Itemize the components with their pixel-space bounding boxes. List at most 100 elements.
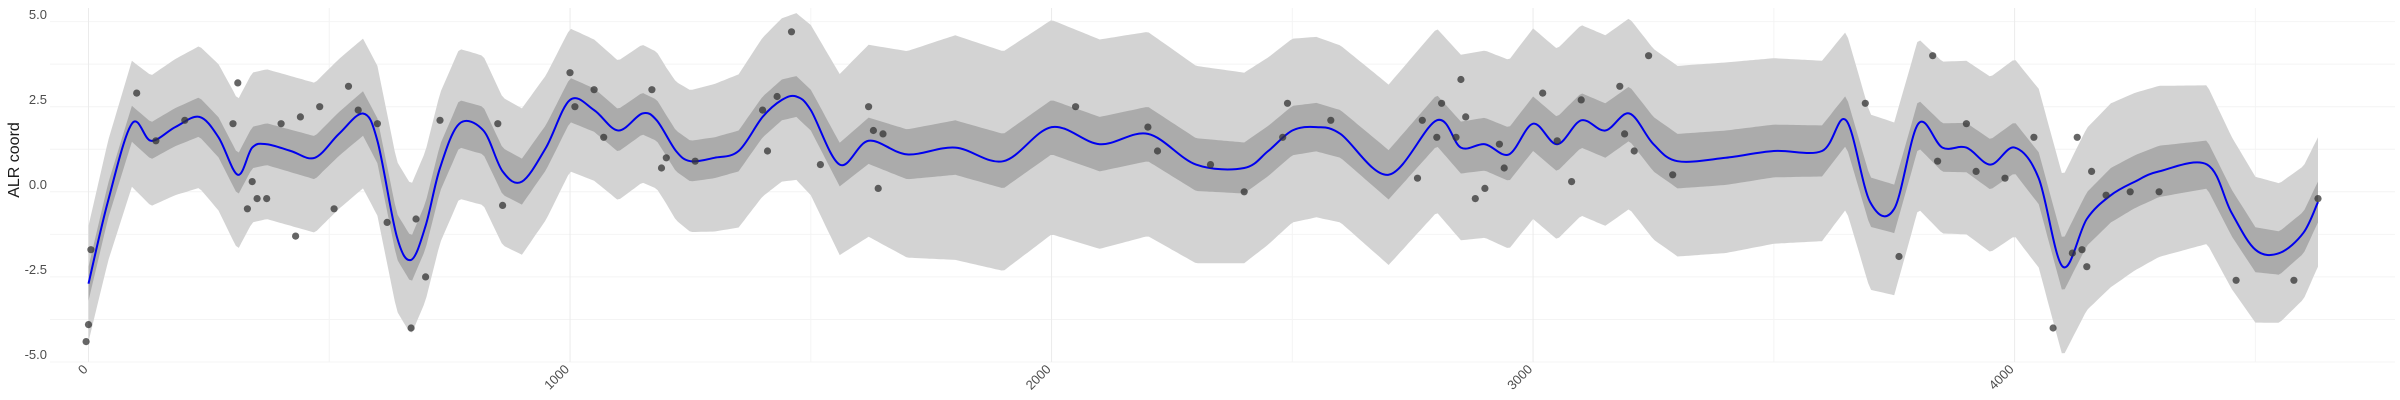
x-tick-label: 0 [75, 361, 91, 377]
data-point [1972, 167, 1980, 175]
data-point [1240, 188, 1248, 196]
x-tick-label: 1000 [541, 361, 572, 392]
data-point [1206, 161, 1215, 169]
data-point [1283, 99, 1292, 107]
data-point [763, 147, 772, 155]
data-point [1962, 120, 1970, 128]
data-point [2078, 246, 2086, 254]
data-point [1895, 252, 1903, 261]
x-tick-label: 2000 [1023, 362, 1054, 393]
data-point [383, 218, 391, 226]
data-point [571, 103, 579, 111]
data-point [84, 321, 93, 329]
data-point [1144, 123, 1152, 131]
data-point [1934, 157, 1942, 165]
data-point [1433, 133, 1441, 141]
data-point [82, 338, 90, 346]
y-tick-label: 0.0 [29, 177, 47, 192]
data-point [879, 130, 887, 138]
data-point [181, 116, 189, 124]
data-point [234, 79, 242, 87]
data-point [354, 106, 362, 114]
data-point [436, 116, 444, 124]
y-tick-label: -5.0 [25, 347, 47, 362]
data-point [1645, 52, 1653, 60]
data-point [1861, 99, 1869, 107]
data-point [1630, 147, 1638, 155]
data-point [691, 157, 699, 165]
data-point [1929, 52, 1937, 60]
data-point [2073, 133, 2081, 141]
data-point [412, 215, 420, 223]
data-point [494, 120, 502, 128]
data-point [648, 86, 656, 94]
y-tick-label: 5.0 [29, 7, 47, 22]
observation-points [82, 28, 2322, 346]
data-point [1616, 82, 1624, 90]
data-point [1553, 137, 1561, 145]
y-axis-ticks: -5.0 -2.5 0.0 2.5 5.0 [25, 7, 47, 362]
x-tick-label: 3000 [1504, 362, 1535, 393]
data-point [248, 178, 256, 186]
data-point [1471, 195, 1479, 203]
data-point [152, 137, 160, 145]
data-point [869, 126, 878, 135]
inner-credible-band [88, 76, 2318, 301]
y-tick-label: -2.5 [25, 262, 47, 277]
data-point [292, 232, 300, 240]
data-point [229, 120, 237, 128]
data-point [2068, 249, 2076, 257]
data-point [1621, 130, 1629, 138]
data-point [657, 164, 666, 172]
data-point [1481, 184, 1489, 192]
x-tick-label: 4000 [1986, 362, 2017, 393]
data-point [1495, 140, 1503, 148]
data-point [133, 89, 141, 97]
data-point [566, 69, 574, 77]
data-point [373, 120, 381, 128]
y-axis-label: ALR coord [6, 122, 23, 198]
data-point [1413, 174, 1422, 182]
data-point [2126, 188, 2134, 196]
data-point [263, 195, 271, 203]
data-point [330, 205, 338, 213]
data-point [2232, 276, 2240, 284]
data-point [1669, 171, 1677, 179]
data-point [865, 103, 873, 111]
posterior-mean-line [87, 94, 2319, 284]
data-point [2001, 174, 2009, 182]
data-point [1153, 147, 1162, 155]
data-point [253, 195, 261, 203]
data-point [2290, 276, 2298, 284]
data-point [344, 82, 353, 90]
data-point [662, 154, 670, 162]
data-point [773, 92, 781, 101]
data-point [2102, 191, 2110, 199]
data-point [422, 273, 430, 281]
x-axis-ticks: 0 1000 2000 3000 4000 [75, 361, 2017, 392]
data-point [87, 246, 95, 254]
data-point [1452, 133, 1460, 141]
data-point [1568, 178, 1576, 186]
data-point [590, 86, 598, 94]
data-point [787, 28, 796, 36]
data-point [499, 201, 507, 209]
data-point [1438, 99, 1446, 107]
data-point [759, 106, 767, 114]
data-point [1539, 89, 1547, 97]
data-point [1072, 103, 1080, 111]
data-point [1500, 164, 1508, 172]
data-point [2083, 263, 2091, 271]
data-point [1457, 75, 1465, 84]
data-point [243, 205, 251, 213]
data-point [2030, 133, 2038, 141]
data-point [2049, 324, 2057, 332]
data-point [874, 184, 882, 192]
data-point [2314, 195, 2322, 203]
data-point [407, 324, 415, 332]
data-point [316, 103, 324, 111]
data-point [2088, 167, 2096, 175]
data-point [1279, 133, 1287, 141]
data-point [296, 113, 304, 121]
